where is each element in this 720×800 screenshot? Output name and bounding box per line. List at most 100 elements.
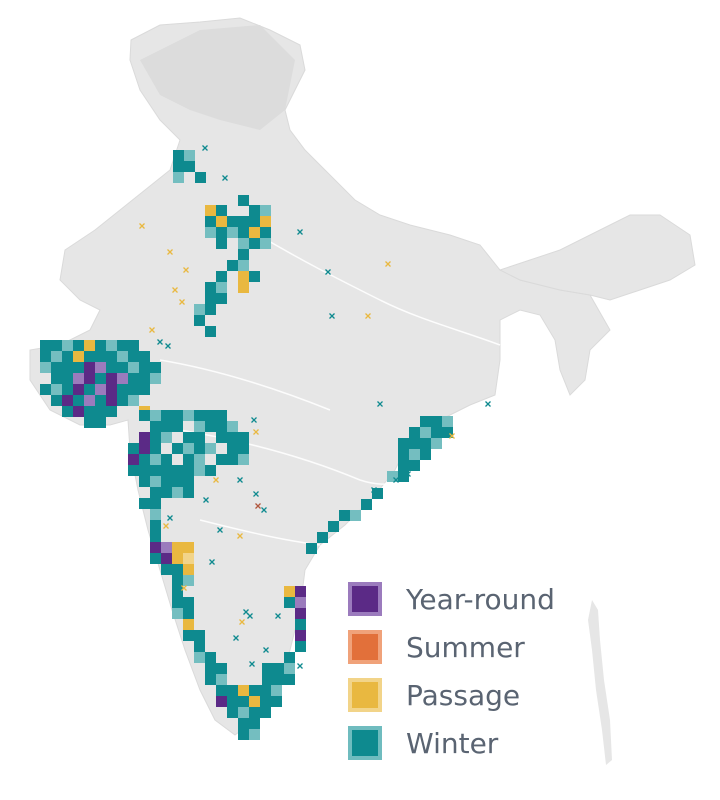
island-chain bbox=[588, 600, 612, 765]
range-cell bbox=[128, 351, 139, 362]
range-cell bbox=[173, 161, 184, 172]
range-cell bbox=[420, 449, 431, 460]
range-cell bbox=[128, 443, 139, 454]
range-cell bbox=[249, 707, 260, 718]
sighting-mark bbox=[237, 477, 243, 483]
range-cell bbox=[139, 384, 150, 395]
range-cell bbox=[183, 487, 194, 498]
range-cell bbox=[205, 205, 216, 216]
range-cell bbox=[227, 227, 238, 238]
legend-item-winter: Winter bbox=[348, 724, 588, 772]
sighting-mark bbox=[377, 401, 383, 407]
sighting-mark bbox=[253, 429, 259, 435]
range-cell bbox=[62, 340, 73, 351]
range-cell bbox=[238, 718, 249, 729]
range-cell bbox=[420, 438, 431, 449]
sighting-mark bbox=[239, 619, 245, 625]
sighting-mark bbox=[449, 433, 455, 439]
range-cell bbox=[173, 172, 184, 183]
range-cell bbox=[205, 465, 216, 476]
range-cell bbox=[227, 432, 238, 443]
range-cell bbox=[260, 205, 271, 216]
sighting-mark bbox=[253, 491, 259, 497]
range-cell bbox=[172, 575, 183, 586]
range-cell bbox=[205, 326, 216, 337]
range-cell bbox=[84, 406, 95, 417]
range-cell bbox=[249, 216, 260, 227]
sighting-mark bbox=[181, 585, 187, 591]
range-cell bbox=[161, 564, 172, 575]
range-cell bbox=[51, 340, 62, 351]
range-cell bbox=[284, 663, 295, 674]
sighting-mark bbox=[233, 635, 239, 641]
range-cell bbox=[249, 238, 260, 249]
range-cell bbox=[62, 362, 73, 373]
range-cell bbox=[139, 465, 150, 476]
range-cell bbox=[150, 542, 161, 553]
range-cell bbox=[117, 373, 128, 384]
range-cell bbox=[238, 216, 249, 227]
range-cell bbox=[216, 696, 227, 707]
range-cell bbox=[150, 432, 161, 443]
range-cell bbox=[238, 249, 249, 260]
range-cell bbox=[73, 362, 84, 373]
range-cell bbox=[40, 340, 51, 351]
range-cell bbox=[205, 410, 216, 421]
range-cell bbox=[420, 427, 431, 438]
range-cell bbox=[260, 238, 271, 249]
range-cell bbox=[62, 395, 73, 406]
range-cell bbox=[106, 406, 117, 417]
sighting-mark bbox=[165, 343, 171, 349]
range-cell bbox=[194, 652, 205, 663]
range-cell bbox=[194, 443, 205, 454]
range-cell bbox=[84, 384, 95, 395]
range-cell bbox=[172, 410, 183, 421]
range-cell bbox=[238, 696, 249, 707]
range-cell bbox=[195, 172, 206, 183]
range-cell bbox=[350, 510, 361, 521]
range-cell bbox=[238, 454, 249, 465]
range-cell bbox=[172, 465, 183, 476]
range-cell bbox=[161, 476, 172, 487]
range-cell bbox=[128, 340, 139, 351]
map-legend: Year-round Summer Passage Winter bbox=[348, 580, 588, 772]
legend-swatch-summer bbox=[348, 630, 382, 664]
range-cell bbox=[205, 227, 216, 238]
range-cell bbox=[284, 652, 295, 663]
range-cell bbox=[128, 465, 139, 476]
range-cell bbox=[95, 340, 106, 351]
range-cell bbox=[216, 293, 227, 304]
sighting-mark bbox=[149, 327, 155, 333]
range-cell bbox=[216, 674, 227, 685]
range-cell bbox=[183, 575, 194, 586]
range-cell bbox=[106, 340, 117, 351]
sighting-mark bbox=[329, 313, 335, 319]
range-cell bbox=[216, 410, 227, 421]
range-cell bbox=[128, 384, 139, 395]
range-cell bbox=[238, 260, 249, 271]
range-cell bbox=[84, 417, 95, 428]
sighting-mark bbox=[247, 613, 253, 619]
range-cell bbox=[216, 227, 227, 238]
range-cell bbox=[205, 652, 216, 663]
range-cell bbox=[172, 487, 183, 498]
range-cell bbox=[284, 586, 295, 597]
range-cell bbox=[431, 427, 442, 438]
range-cell bbox=[227, 696, 238, 707]
range-cell bbox=[84, 340, 95, 351]
range-cell bbox=[227, 454, 238, 465]
range-cell bbox=[84, 395, 95, 406]
sighting-mark bbox=[213, 477, 219, 483]
range-cell bbox=[84, 373, 95, 384]
range-cell bbox=[398, 438, 409, 449]
range-cell bbox=[398, 449, 409, 460]
range-cells bbox=[40, 150, 453, 740]
range-cell bbox=[409, 460, 420, 471]
sighting-mark bbox=[297, 663, 303, 669]
range-cell bbox=[150, 362, 161, 373]
range-cell bbox=[139, 373, 150, 384]
range-cell bbox=[216, 454, 227, 465]
legend-swatch-passage bbox=[348, 678, 382, 712]
range-cell bbox=[205, 293, 216, 304]
range-cell bbox=[150, 487, 161, 498]
